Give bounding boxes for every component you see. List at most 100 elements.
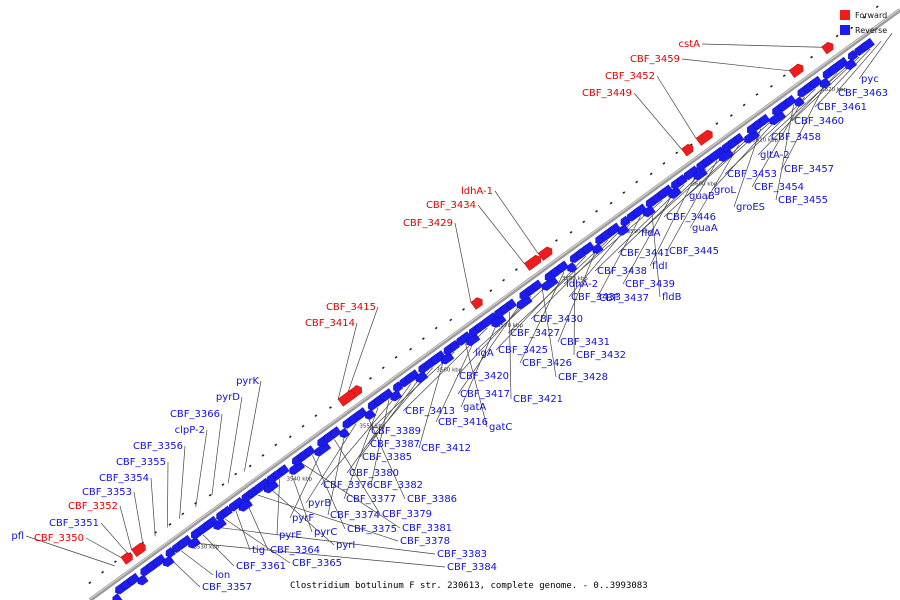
strand-marker bbox=[462, 308, 465, 311]
label-leader bbox=[456, 295, 532, 377]
reverse-gene-arrow bbox=[165, 547, 176, 558]
label-leader bbox=[507, 239, 608, 334]
reverse-gene-arrow bbox=[820, 77, 831, 89]
forward-gene-arrow bbox=[523, 254, 541, 271]
reverse-gene-arrow bbox=[557, 260, 570, 273]
reverse-gene-arrow bbox=[365, 408, 377, 420]
forward-gene-arrow bbox=[337, 390, 355, 407]
gene-label-cbf-3365: CBF_3365 bbox=[292, 558, 342, 569]
label-leader bbox=[268, 486, 335, 546]
gene-label-cbf-3458: CBF_3458 bbox=[771, 132, 821, 143]
gene-label-lon: lon bbox=[215, 570, 230, 581]
label-leader bbox=[334, 439, 381, 515]
gene-label-cbf-3355: CBF_3355 bbox=[116, 457, 166, 468]
kbp-tick-label: 3550 kbp bbox=[359, 423, 385, 429]
reverse-gene-arrow bbox=[592, 242, 604, 255]
strand-marker bbox=[409, 347, 413, 351]
label-leader bbox=[814, 48, 871, 108]
label-leader bbox=[167, 461, 169, 528]
gene-label-cbf-3385: CBF_3385 bbox=[362, 452, 412, 463]
gene-label-cbf-3438: CBF_3438 bbox=[597, 266, 647, 277]
label-leader bbox=[435, 335, 477, 423]
gene-label-cbf-3427: CBF_3427 bbox=[510, 328, 560, 339]
label-leader bbox=[477, 204, 525, 264]
strand-marker bbox=[449, 318, 453, 322]
label-leader bbox=[214, 526, 436, 555]
gene-label-cbf-3417: CBF_3417 bbox=[460, 389, 510, 400]
reverse-gene-arrow bbox=[718, 147, 734, 162]
gene-label-pfl: pfl bbox=[11, 531, 24, 542]
label-leader bbox=[368, 351, 455, 432]
strand-marker bbox=[502, 278, 506, 282]
gene-label-cbf-3350: CBF_3350 bbox=[34, 533, 84, 544]
label-leader bbox=[244, 380, 262, 472]
gene-label-cbf-3376: CBF_3376 bbox=[323, 480, 373, 491]
gene-label-cbf-3428: CBF_3428 bbox=[558, 372, 608, 383]
strand-marker bbox=[381, 366, 385, 370]
label-leader bbox=[289, 447, 324, 519]
label-leader bbox=[327, 431, 346, 516]
reverse-gene-arrow bbox=[238, 498, 253, 512]
label-leader bbox=[651, 208, 661, 298]
gene-label-csta: cstA bbox=[679, 39, 701, 50]
reverse-gene-arrow bbox=[643, 204, 656, 218]
label-leader bbox=[541, 287, 557, 378]
reverse-gene-arrow bbox=[845, 58, 858, 70]
gene-label-cbf-3351: CBF_3351 bbox=[49, 518, 99, 529]
gene-label-cbf-3389: CBF_3389 bbox=[371, 426, 421, 437]
gene-label-cbf-3433: CBF_3433 bbox=[571, 292, 621, 303]
kbp-tick-label: 3610 kbp bbox=[752, 137, 778, 143]
gene-label-cbf-3429: CBF_3429 bbox=[403, 218, 453, 229]
label-leader bbox=[170, 558, 201, 588]
gene-label-cbf-3434: CBF_3434 bbox=[426, 200, 476, 211]
reverse-gene-arrow bbox=[279, 464, 290, 475]
gene-label-cbf-3460: CBF_3460 bbox=[794, 116, 844, 127]
kbp-tick-label: 3560 kbp bbox=[436, 367, 462, 373]
gene-label-cbf-3457: CBF_3457 bbox=[784, 164, 834, 175]
gene-label-fldb: fldB bbox=[662, 292, 682, 303]
forward-gene-arrow bbox=[821, 41, 834, 55]
gene-label-pyri: pyrI bbox=[336, 540, 355, 551]
label-leader bbox=[711, 112, 783, 191]
reverse-gene-arrow bbox=[137, 574, 149, 586]
label-leader bbox=[85, 537, 122, 558]
label-leader bbox=[312, 455, 346, 530]
label-leader bbox=[133, 491, 144, 546]
gene-label-flda: fldA bbox=[641, 228, 661, 239]
reverse-gene-arrow bbox=[466, 332, 481, 347]
label-leader bbox=[568, 224, 630, 298]
reverse-gene-arrow bbox=[191, 528, 202, 540]
gene-label-cbf-3441: CBF_3441 bbox=[620, 248, 670, 259]
strand-marker bbox=[582, 220, 586, 224]
reverse-gene-arrow bbox=[222, 505, 233, 517]
label-leader bbox=[179, 445, 186, 519]
label-leader bbox=[347, 306, 379, 393]
gene-label-pyrk: pyrK bbox=[236, 376, 259, 387]
kbp-tick-label: 3620 kbp bbox=[821, 87, 847, 93]
reverse-gene-arrow bbox=[759, 113, 771, 125]
label-leader bbox=[622, 192, 674, 285]
strand-marker bbox=[248, 464, 252, 468]
reverse-gene-arrow bbox=[475, 320, 487, 333]
label-leader bbox=[656, 75, 697, 139]
gene-label-cbf-3380: CBF_3380 bbox=[349, 468, 399, 479]
gene-label-cbf-3431: CBF_3431 bbox=[560, 337, 610, 348]
label-leader bbox=[257, 494, 399, 542]
strand-marker bbox=[301, 424, 305, 428]
gene-label-cbf-3437: CBF_3437 bbox=[599, 293, 649, 304]
reverse-gene-arrow bbox=[264, 479, 279, 494]
gene-label-ldha-2: ldhA-2 bbox=[566, 279, 598, 290]
strand-marker bbox=[101, 570, 105, 574]
strand-marker bbox=[369, 376, 372, 380]
gene-label-pyrd: pyrD bbox=[216, 392, 240, 403]
strand-marker bbox=[569, 230, 573, 234]
legend-reverse-swatch bbox=[840, 25, 850, 35]
label-leader bbox=[457, 303, 521, 395]
gene-label-cbf-3415: CBF_3415 bbox=[326, 302, 376, 313]
label-leader bbox=[573, 264, 576, 356]
reverse-gene-arrow bbox=[617, 223, 630, 236]
gene-label-cbf-3445: CBF_3445 bbox=[669, 246, 719, 257]
legend-forward-swatch bbox=[840, 10, 850, 20]
gene-label-cbf-3375: CBF_3375 bbox=[347, 524, 397, 535]
